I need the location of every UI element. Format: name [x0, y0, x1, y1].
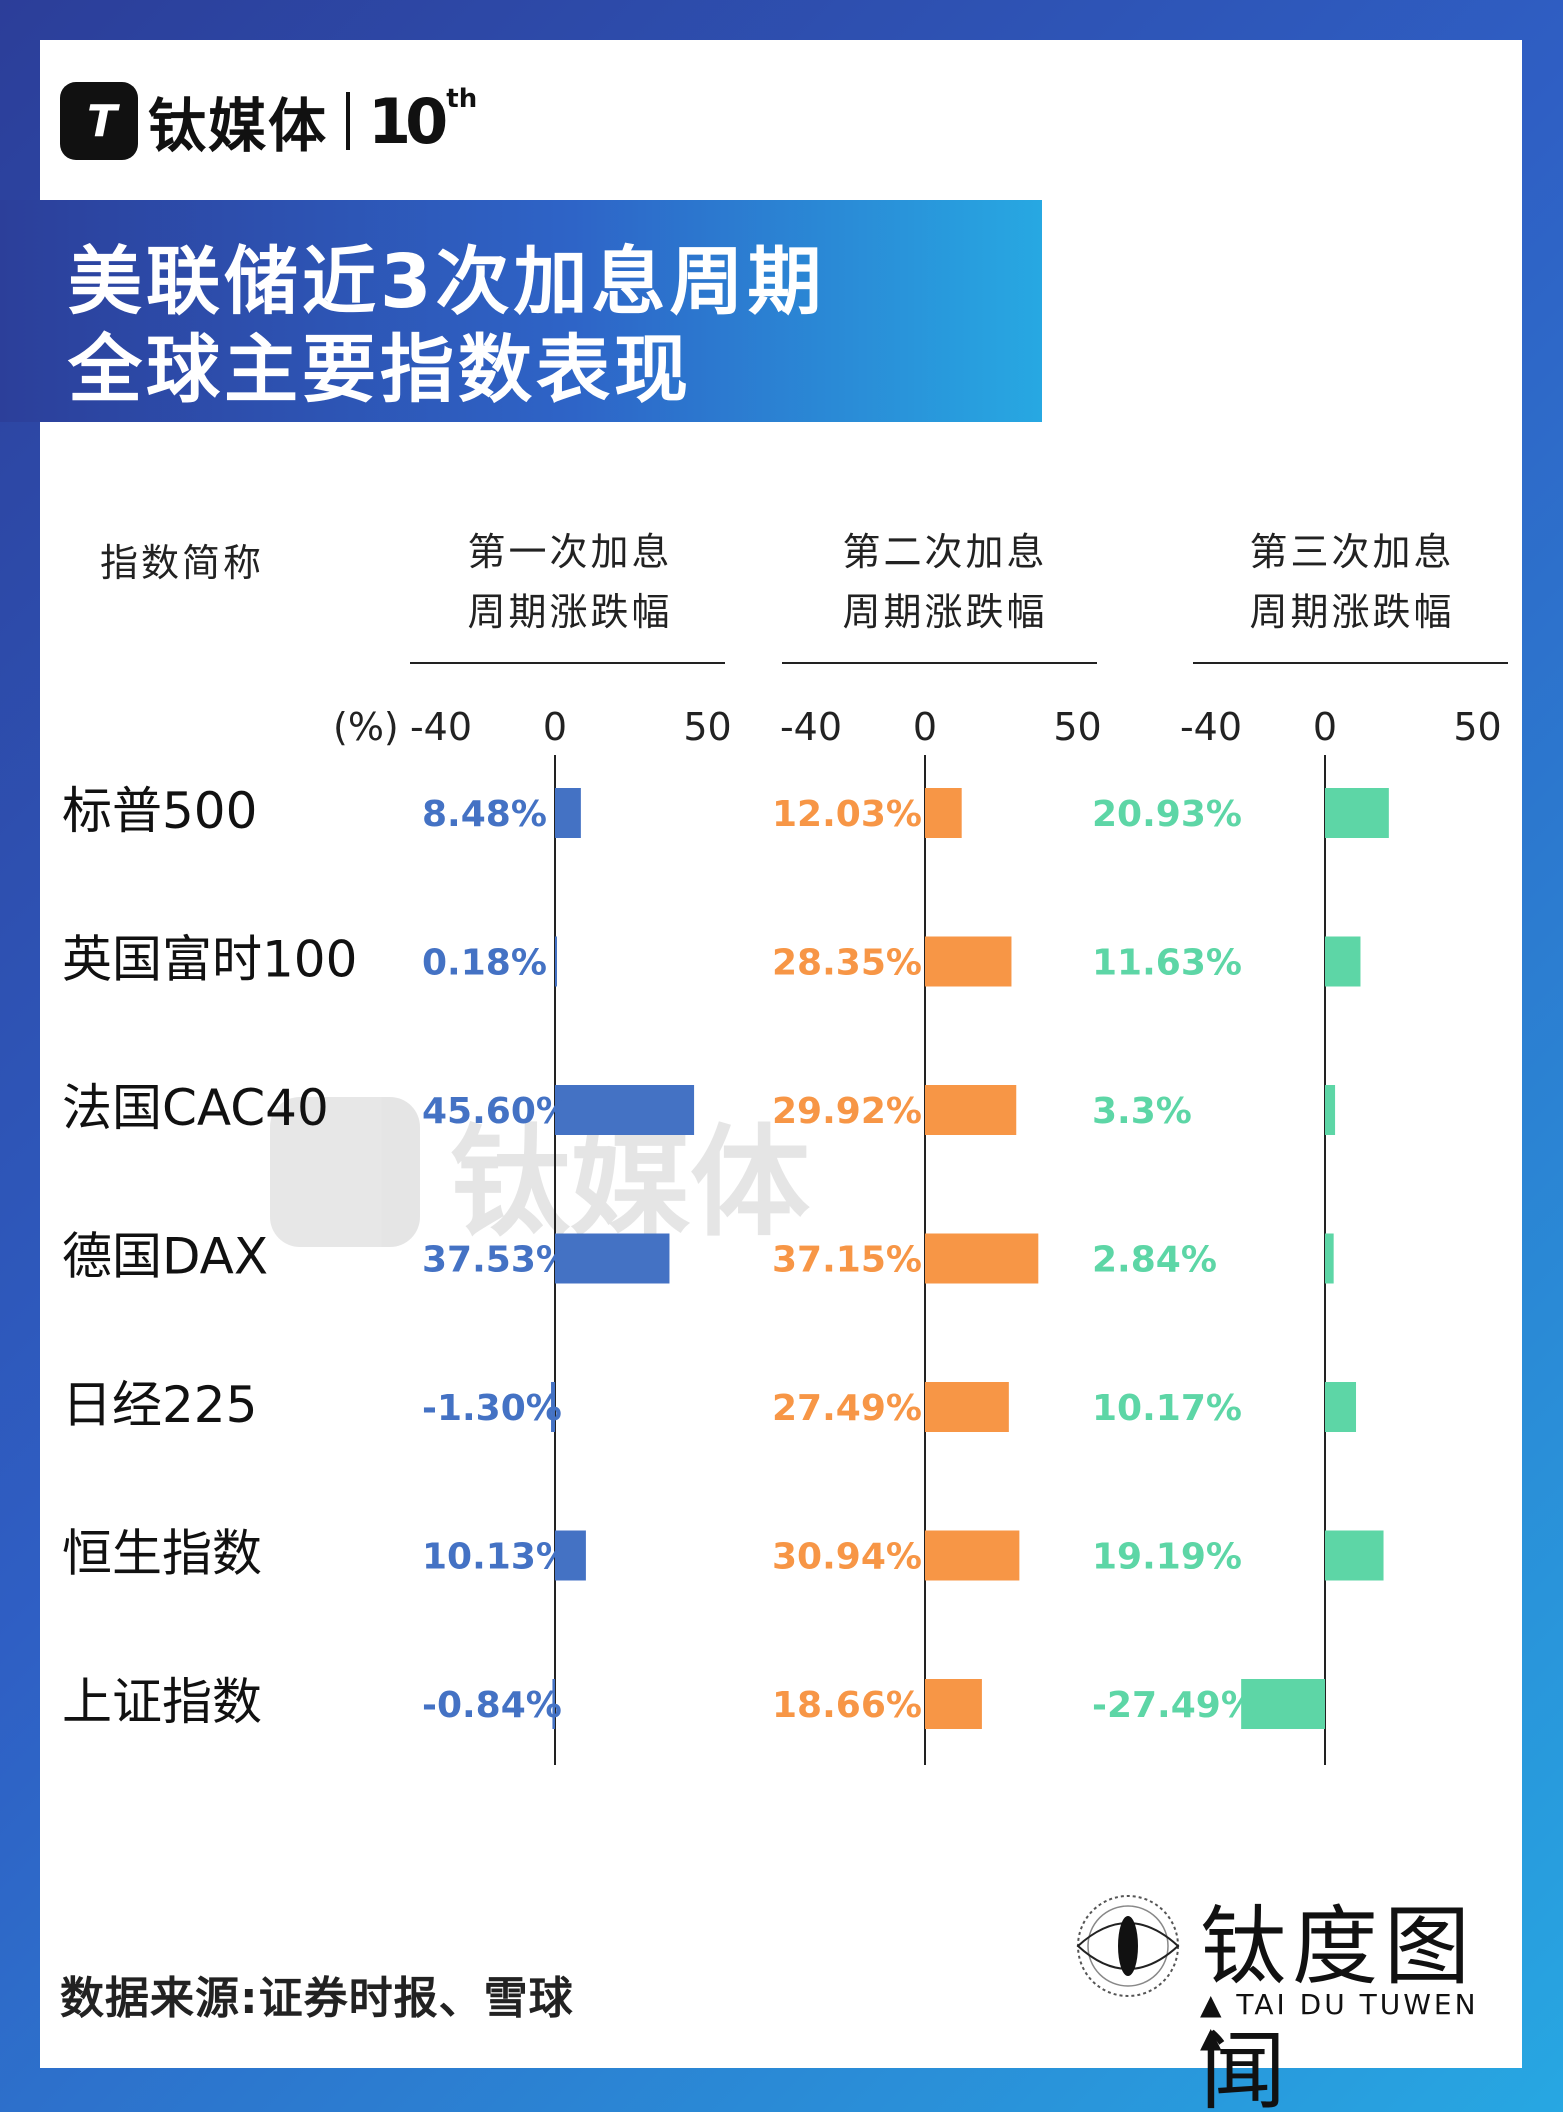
data-label: -27.49% — [1092, 1685, 1257, 1726]
unit-label: (%) — [333, 705, 399, 749]
category-label: 上证指数 — [62, 1673, 262, 1731]
column-header-1-rule — [410, 662, 725, 664]
bar — [925, 1679, 982, 1729]
column-header-1-line-1: 第一次加息 — [467, 530, 673, 574]
chart-title-line-2: 全球主要指数表现 — [68, 327, 692, 413]
brand-mark: 钛度图闻 ▲ TAI DU TUWEN ▲ — [1070, 1870, 1510, 2122]
data-label: 28.35% — [772, 943, 922, 984]
column-header-3: 第三次加息 周期涨跌幅 — [1187, 522, 1517, 642]
category-label: 恒生指数 — [62, 1525, 262, 1583]
column-header-2: 第二次加息 周期涨跌幅 — [780, 522, 1110, 642]
anniversary-suffix: th — [446, 84, 478, 114]
logo-mark-icon: T — [60, 82, 138, 160]
data-label: 37.15% — [772, 1240, 922, 1281]
data-label: 37.53% — [422, 1240, 572, 1281]
category-label: 英国富时100 — [62, 931, 357, 989]
logo-name: 钛媒体 — [148, 92, 329, 160]
column-header-3-line-2: 周期涨跌幅 — [1249, 590, 1455, 634]
bar — [1325, 788, 1389, 838]
bar — [551, 1382, 555, 1432]
bar — [555, 1530, 586, 1581]
data-label: 10.17% — [1092, 1388, 1242, 1429]
anniversary-number: 10 — [368, 84, 448, 158]
data-label: -1.30% — [422, 1388, 562, 1429]
bar — [925, 1085, 1017, 1135]
category-label: 标普500 — [62, 782, 257, 840]
bar — [552, 1679, 555, 1729]
bar — [555, 936, 557, 987]
column-header-3-line-1: 第三次加息 — [1249, 530, 1455, 574]
column-header-2-line-1: 第二次加息 — [842, 530, 1048, 574]
bar — [555, 788, 581, 838]
tick-label: 0 — [913, 705, 937, 749]
chart-title-line-1: 美联储近3次加息周期 — [68, 239, 826, 325]
bar — [925, 936, 1012, 987]
bar — [555, 1233, 670, 1284]
bar — [925, 1530, 1020, 1581]
eye-logo-icon — [1076, 1895, 1180, 1997]
data-label: 2.84% — [1092, 1240, 1217, 1281]
category-label: 法国CAC40 — [62, 1079, 329, 1137]
tick-label: 0 — [543, 705, 567, 749]
bar — [1241, 1679, 1325, 1729]
logo: T 钛媒体 10 th — [60, 82, 477, 160]
column-header-1: 第一次加息 周期涨跌幅 — [405, 522, 735, 642]
data-label: 18.66% — [772, 1685, 922, 1726]
data-label: 27.49% — [772, 1388, 922, 1429]
data-source: 数据来源:证券时报、雪球 — [60, 1973, 574, 2024]
category-label: 日经225 — [62, 1376, 257, 1434]
title-band — [0, 200, 1042, 422]
bar — [925, 1233, 1039, 1284]
brand-name: 钛度图闻 — [1200, 1897, 1476, 2122]
data-label: 45.60% — [422, 1091, 572, 1132]
tick-label: -40 — [780, 705, 842, 749]
data-label: 11.63% — [1092, 943, 1242, 984]
data-label: 19.19% — [1092, 1537, 1242, 1578]
bar — [1325, 1233, 1334, 1284]
tick-label: -40 — [410, 705, 472, 749]
brand-subtitle: ▲ TAI DU TUWEN ▲ — [1200, 1988, 1479, 2054]
tick-label: -40 — [1180, 705, 1242, 749]
data-label: 12.03% — [772, 794, 922, 835]
bar — [1325, 1530, 1384, 1581]
tick-label: 50 — [1053, 705, 1101, 749]
data-label: 0.18% — [422, 943, 547, 984]
column-header-3-rule — [1193, 662, 1508, 664]
category-label: 德国DAX — [62, 1228, 268, 1286]
data-label: 20.93% — [1092, 794, 1242, 835]
bar — [1325, 936, 1361, 987]
bar — [925, 788, 962, 838]
bar — [555, 1085, 695, 1135]
data-label: 8.48% — [422, 794, 547, 835]
data-label: 3.3% — [1092, 1091, 1192, 1132]
column-header-2-rule — [782, 662, 1097, 664]
tick-label: 0 — [1313, 705, 1337, 749]
data-label: -0.84% — [422, 1685, 562, 1726]
bar — [925, 1382, 1009, 1432]
tick-label: 50 — [1453, 705, 1501, 749]
data-label: 29.92% — [772, 1091, 922, 1132]
column-header-1-line-2: 周期涨跌幅 — [467, 590, 673, 634]
column-header-name: 指数简称 — [100, 541, 265, 585]
column-header-2-line-2: 周期涨跌幅 — [842, 590, 1048, 634]
logo-separator — [346, 92, 351, 150]
data-label: 10.13% — [422, 1537, 572, 1578]
bar — [1325, 1085, 1336, 1135]
tick-label: 50 — [683, 705, 731, 749]
data-label: 30.94% — [772, 1537, 922, 1578]
bar — [1325, 1382, 1357, 1432]
